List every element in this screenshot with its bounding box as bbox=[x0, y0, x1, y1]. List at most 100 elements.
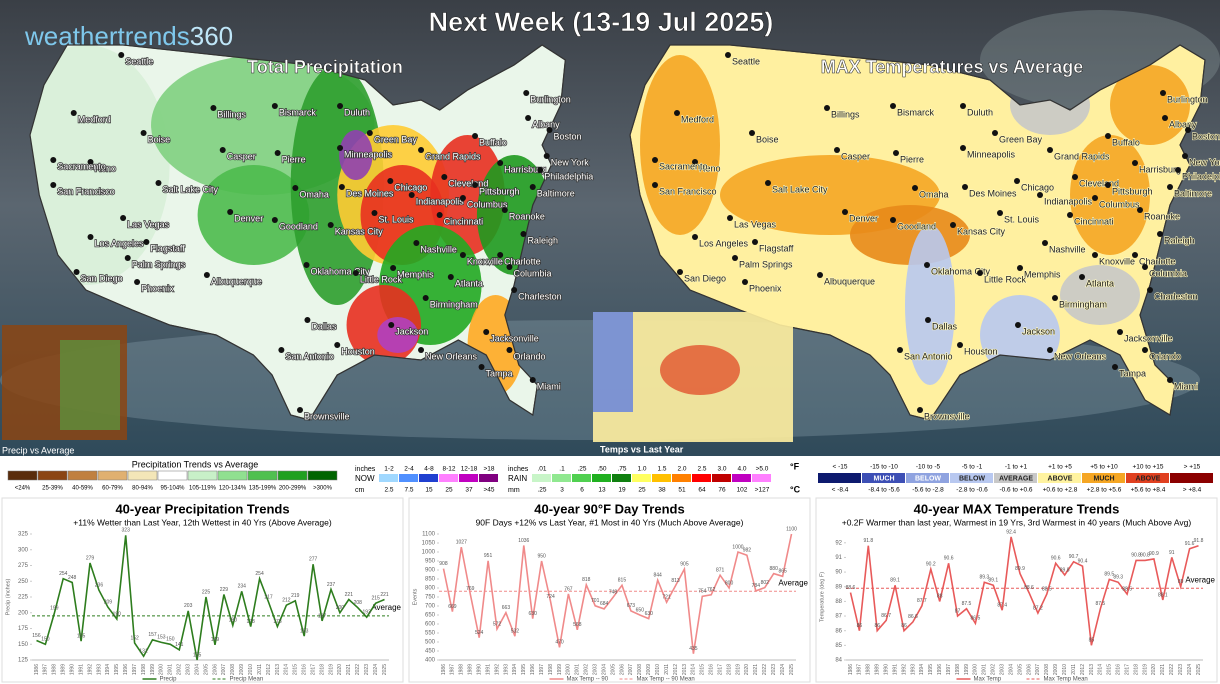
value-label: 141 bbox=[175, 642, 184, 648]
inset-label: Temps vs Last Year bbox=[600, 444, 684, 454]
x-tick-label: 2008 bbox=[230, 664, 236, 675]
value-label: 90.4 bbox=[1078, 559, 1088, 565]
legend-swatch bbox=[1038, 473, 1081, 483]
city-dot bbox=[652, 182, 658, 188]
city-label: Knoxville bbox=[467, 256, 503, 266]
map-title: Total Precipitation bbox=[247, 57, 403, 77]
city-dot bbox=[917, 407, 923, 413]
city-label: Minneapolis bbox=[344, 149, 393, 159]
city-dot bbox=[1117, 329, 1123, 335]
x-tick-label: 1989 bbox=[61, 664, 67, 675]
map-region bbox=[339, 130, 373, 180]
city-label: Bismarck bbox=[897, 107, 935, 117]
legend-label: -0.6 to +0.6 bbox=[999, 487, 1032, 494]
city-dot bbox=[1092, 252, 1098, 258]
legend-label: 2.5 bbox=[384, 487, 393, 494]
city-dot bbox=[1167, 184, 1173, 190]
legend-swatch bbox=[459, 474, 478, 482]
legend-label: +5 to +10 bbox=[1090, 464, 1118, 471]
city-dot bbox=[390, 265, 397, 271]
x-tick-label: 1999 bbox=[557, 664, 563, 675]
x-tick-label: 1996 bbox=[530, 664, 536, 675]
value-label: 572 bbox=[493, 621, 502, 627]
value-label: 86 bbox=[901, 623, 907, 629]
city-label: Las Vegas bbox=[127, 219, 170, 229]
city-label: New Orleans bbox=[1054, 351, 1107, 361]
x-tick-label: 2015 bbox=[293, 664, 299, 675]
legend-unit: °C bbox=[790, 484, 801, 494]
city-label: Grand Rapids bbox=[1054, 151, 1110, 161]
value-label: 568 bbox=[573, 622, 582, 628]
y-tick-label: 900 bbox=[425, 568, 436, 574]
value-label: 754 bbox=[698, 589, 707, 595]
city-label: Dallas bbox=[311, 321, 337, 331]
city-dot bbox=[725, 52, 731, 58]
city-label: Jacksonville bbox=[490, 333, 539, 343]
y-tick-label: 87 bbox=[835, 614, 842, 620]
city-label: Charlotte bbox=[504, 256, 541, 266]
legend-label: 4.0 bbox=[737, 466, 746, 473]
x-tick-label: 2006 bbox=[619, 664, 625, 675]
value-label: 87.5 bbox=[962, 601, 972, 607]
legend-swatch bbox=[818, 473, 861, 483]
x-tick-label: 1998 bbox=[548, 664, 554, 675]
data-line bbox=[36, 535, 385, 661]
value-label: 87.2 bbox=[1033, 605, 1043, 611]
y-tick-label: 275 bbox=[18, 563, 29, 569]
map-region bbox=[197, 165, 310, 265]
legend-label: 13 bbox=[598, 487, 606, 494]
city-label: Baltimore bbox=[537, 188, 575, 198]
value-label: 86 bbox=[874, 623, 880, 629]
city-label: Philadelphia bbox=[544, 171, 593, 181]
x-tick-label: 2005 bbox=[610, 664, 616, 675]
y-tick-label: 91 bbox=[835, 555, 842, 561]
city-label: Brownsville bbox=[304, 411, 350, 421]
city-label: San Francisco bbox=[57, 186, 115, 196]
value-label: 131 bbox=[139, 649, 148, 655]
charts: 40-year Precipitation Trends+11% Wetter … bbox=[1, 497, 1218, 683]
city-label: Albany bbox=[532, 119, 560, 129]
x-tick-label: 2007 bbox=[221, 664, 227, 675]
value-label: 90.8 bbox=[1131, 553, 1141, 559]
y-tick-label: 1000 bbox=[422, 550, 436, 556]
legend-label: 64 bbox=[698, 487, 706, 494]
city-label: Omaha bbox=[919, 189, 949, 199]
legend-unit: cm bbox=[355, 487, 365, 494]
value-label: 762 bbox=[707, 587, 716, 593]
legend-swatch bbox=[572, 474, 591, 482]
city-label: Green Bay bbox=[374, 134, 418, 144]
x-tick-label: 2020 bbox=[1151, 664, 1157, 675]
legend-name: ABOVE bbox=[1048, 475, 1073, 482]
legend-name: MUCH bbox=[874, 475, 895, 482]
value-label: 90.6 bbox=[1051, 556, 1061, 562]
city-label: Nashville bbox=[420, 244, 457, 254]
city-dot bbox=[73, 269, 80, 275]
x-tick-label: 2002 bbox=[584, 664, 590, 675]
legend-label: 60-79% bbox=[102, 486, 123, 492]
city-dot bbox=[408, 192, 415, 198]
city-dot bbox=[1142, 347, 1148, 353]
value-label: 203 bbox=[184, 603, 193, 609]
legend-label: 19 bbox=[618, 487, 626, 494]
city-label: San Francisco bbox=[659, 186, 717, 196]
value-label: 209 bbox=[104, 599, 113, 605]
legend-title: RAIN bbox=[508, 474, 527, 483]
y-tick-label: 90 bbox=[835, 570, 842, 576]
legend-swatch bbox=[906, 473, 949, 483]
value-label: 248 bbox=[68, 575, 77, 581]
city-label: Atlanta bbox=[455, 278, 483, 288]
value-label: 650 bbox=[636, 607, 645, 613]
x-tick-label: 2002 bbox=[177, 664, 183, 675]
x-tick-label: 1990 bbox=[476, 664, 482, 675]
value-label: 982 bbox=[743, 548, 752, 554]
city-dot bbox=[537, 167, 544, 173]
city-label: San Antonio bbox=[285, 351, 334, 361]
city-dot bbox=[1105, 182, 1111, 188]
city-label: Palm Springs bbox=[739, 259, 793, 269]
city-label: Raleigh bbox=[1164, 235, 1195, 245]
value-label: 701 bbox=[591, 598, 600, 604]
legend-swatch bbox=[612, 474, 631, 482]
legend-swatch bbox=[950, 473, 993, 483]
city-dot bbox=[87, 234, 94, 240]
city-label: Raleigh bbox=[527, 235, 558, 245]
